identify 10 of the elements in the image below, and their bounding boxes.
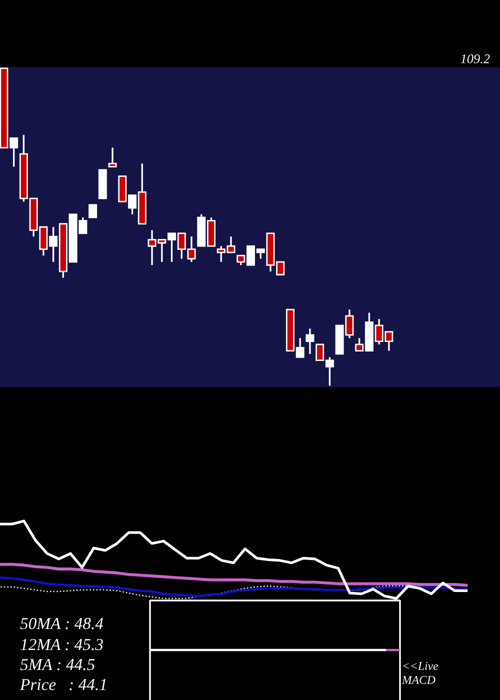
text: MACD [402,676,436,684]
candlestick [108,146,117,168]
text: <<Live [403,662,438,670]
text: Price : 44.1 [20,678,106,690]
candlestick [306,328,314,355]
text: 12MA : 45.3 [20,638,103,650]
text: 50MA : 48.4 [20,618,104,630]
text: 5MA : 44.5 [20,659,95,670]
candlestick [88,204,98,218]
text: 109.2 [460,54,490,64]
